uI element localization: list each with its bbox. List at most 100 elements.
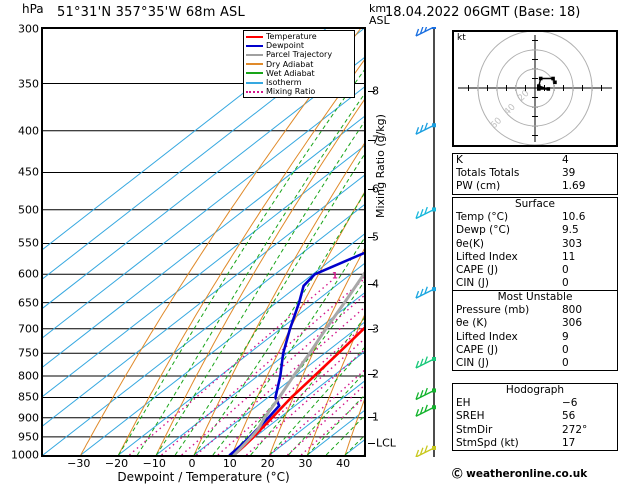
table-row-key: CAPE (J)	[456, 263, 499, 276]
table-row-key: Lifted Index	[456, 330, 518, 343]
chart-legend: Temperature Dewpoint Parcel Trajectory Dry …	[243, 30, 355, 99]
height-tick-label: 2	[372, 367, 379, 381]
legend-swatch-icon	[246, 90, 263, 93]
pressure-tick-label: 400	[18, 124, 39, 138]
temperature-axis: −30 −20 −10 0 10 20 30 40	[41, 457, 366, 471]
pressure-tick-label: 700	[18, 322, 39, 336]
wind-barb	[415, 445, 436, 457]
table-row: StmDir 272°	[453, 424, 617, 437]
hodograph-point	[551, 76, 555, 81]
legend-label: Mixing Ratio	[266, 87, 316, 97]
table-row-key: PW (cm)	[456, 180, 501, 193]
table-row-key: EH	[456, 397, 471, 410]
temperature-tick-label: 30	[298, 457, 313, 470]
table-most-unstable: Most Unstable Pressure (mb) 800 θe (K) 306 Li…	[452, 290, 618, 372]
profile-parcel-trajectory	[232, 271, 364, 455]
hodograph-point	[538, 76, 543, 81]
hodograph-ring	[515, 68, 555, 108]
temperature-tick-label: 10	[222, 457, 237, 470]
table-row: CIN (J) 0	[453, 357, 617, 370]
table-row-value: 306	[562, 317, 583, 330]
table-row: CAPE (J) 0	[453, 264, 617, 277]
table-row-key: Dewp (°C)	[456, 224, 510, 237]
table-row: PW (cm) 1.69	[453, 180, 617, 193]
table-row: SREH 56	[453, 410, 617, 423]
wind-barb	[415, 122, 436, 135]
legend-item-parcel-trajectory: Parcel Trajectory	[246, 50, 352, 59]
table-row-value: 0	[562, 263, 569, 276]
pressure-tick-label: 500	[18, 203, 39, 217]
table-row: Lifted Index 11	[453, 251, 617, 264]
table-hodograph: Hodograph EH −6 SREH 56 StmDir 272° StmSpd (kt)…	[452, 383, 618, 451]
hodograph-ring-label: 40	[503, 102, 518, 117]
legend-item-mixing-ratio: Mixing Ratio	[246, 87, 352, 96]
temperature-tick-label: 40	[336, 457, 351, 470]
pressure-tick-label: 950	[18, 430, 39, 444]
wind-barb	[415, 356, 436, 369]
legend-item-isotherm: Isotherm	[246, 78, 352, 87]
wind-barb	[415, 404, 436, 417]
height-tick-mark	[368, 416, 375, 418]
table-row: EH −6	[453, 397, 617, 410]
legend-label: Temperature	[266, 32, 317, 41]
temperature-tick-label: 0	[188, 457, 196, 470]
legend-label: Wet Adiabat	[266, 68, 315, 78]
wind-barb	[415, 27, 436, 37]
height-tick-label: 8	[372, 84, 379, 98]
table-title: Most Unstable	[497, 291, 573, 303]
lcl-tick-mark	[368, 443, 375, 445]
height-axis: 1 2 3 4 5 6 7 8 LCL	[368, 27, 408, 457]
table-row: CAPE (J) 0	[453, 344, 617, 357]
hodograph-ring-label: 60	[489, 116, 504, 131]
table-row: StmSpd (kt) 17	[453, 437, 617, 450]
table-row-key: θe(K)	[456, 237, 484, 250]
height-tick-label: 3	[372, 322, 379, 336]
table-row-key: StmDir	[456, 423, 493, 436]
pressure-tick-label: 650	[18, 296, 39, 310]
profile-temperature	[232, 326, 364, 455]
table-row-key: Lifted Index	[456, 250, 518, 263]
profile-dewpoint	[228, 251, 364, 455]
table-title: Hodograph	[505, 384, 565, 396]
table-row-key: CIN (J)	[456, 277, 489, 290]
table-row-key: CAPE (J)	[456, 343, 499, 356]
table-row-key: CIN (J)	[456, 356, 489, 369]
table-surface: Surface Temp (°C) 10.6 Dewp (°C) 9.5 θe(K) 303…	[452, 197, 618, 292]
pressure-tick-label: 800	[18, 369, 39, 383]
table-row: Temp (°C) 10.6	[453, 211, 617, 224]
table-row: Lifted Index 9	[453, 331, 617, 344]
table-row-value: 0	[562, 356, 569, 369]
table-row-key: Temp (°C)	[456, 211, 509, 224]
table-row-value: 11	[562, 250, 576, 263]
temperature-tick-label: −20	[104, 457, 129, 470]
height-tick-label: 6	[372, 182, 379, 196]
hodograph-ring-label: 20	[516, 88, 531, 103]
legend-swatch-icon	[246, 44, 263, 47]
legend-label: Dry Adiabat	[266, 59, 314, 69]
table-row-key: Pressure (mb)	[456, 304, 530, 317]
legend-swatch-icon	[246, 72, 263, 75]
legend-label: Isotherm	[266, 77, 302, 87]
table-row-key: θe (K)	[456, 317, 488, 330]
copyright-notice: Ⓒ weatheronline.co.uk	[452, 468, 588, 480]
table-row-value: 272°	[562, 423, 588, 436]
hodograph-ring	[477, 32, 593, 145]
pressure-axis: 300 350 400 450 500 550 600 650 700 750 800 850 900 9…	[0, 23, 39, 462]
height-unit-label-asl: ASL	[369, 14, 390, 27]
hodograph-plot: 20 40 60 kt	[452, 30, 618, 147]
pressure-unit-label: hPa	[22, 2, 44, 16]
lcl-label: LCL	[376, 436, 396, 450]
table-row-value: 56	[562, 410, 576, 423]
table-row-value: 39	[562, 167, 576, 180]
height-tick-label: 7	[372, 133, 379, 147]
pressure-tick-label: 550	[18, 236, 39, 250]
legend-item-wet-adiabat: Wet Adiabat	[246, 69, 352, 78]
height-tick-label: 1	[372, 410, 379, 424]
pressure-tick-label: 750	[18, 346, 39, 360]
wind-barb	[415, 387, 436, 401]
legend-swatch-icon	[246, 63, 263, 66]
height-tick-label: 4	[372, 277, 379, 291]
table-row-key: StmSpd (kt)	[456, 436, 519, 449]
sounding-profiles	[228, 251, 364, 455]
